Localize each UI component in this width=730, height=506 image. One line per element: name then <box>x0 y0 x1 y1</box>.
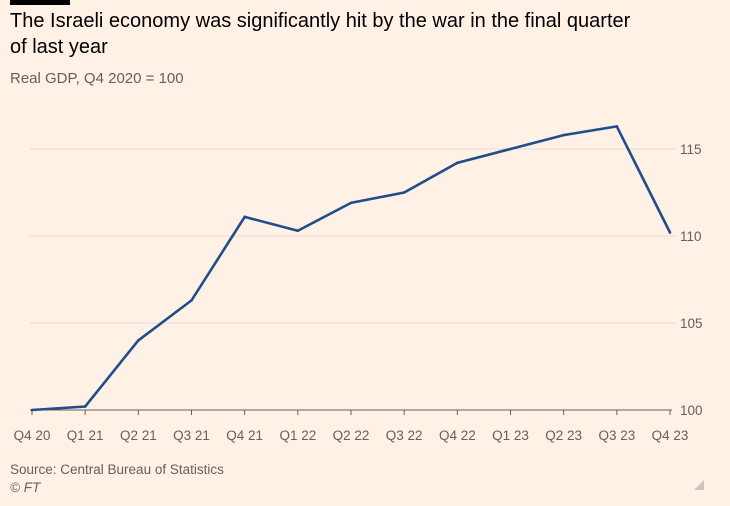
data-point-q3-22 <box>402 191 406 194</box>
x-tick-label-4: Q4 21 <box>226 428 263 443</box>
x-tick-label-1: Q1 21 <box>67 428 104 443</box>
top-rule <box>10 0 70 5</box>
data-point-q4-21 <box>243 215 246 219</box>
chart-title: The Israeli economy was significantly hi… <box>10 10 631 58</box>
x-tick-label-2: Q2 21 <box>120 428 157 443</box>
data-point-q3-23 <box>615 125 619 128</box>
data-point-q4-20 <box>30 408 34 412</box>
x-tick-label-7: Q3 22 <box>386 428 423 443</box>
chart-subtitle: Real GDP, Q4 2020 = 100 <box>10 70 184 87</box>
data-point-q2-22 <box>349 201 353 205</box>
data-point-q3-21 <box>190 299 193 302</box>
x-tick-label-5: Q1 22 <box>279 428 316 443</box>
source-note: Source: Central Bureau of Statistics <box>10 462 224 477</box>
x-tick-label-9: Q1 23 <box>492 428 529 443</box>
data-point-q4-22 <box>456 161 459 165</box>
x-tick-label-12: Q4 23 <box>652 428 689 443</box>
x-tick-label-0: Q4 20 <box>14 428 51 443</box>
x-tick-label-3: Q3 21 <box>173 428 210 443</box>
ft-credit: © FT <box>10 480 41 495</box>
x-tick-label-10: Q2 23 <box>545 428 582 443</box>
x-tick-label-11: Q3 23 <box>598 428 635 443</box>
x-tick-label-8: Q4 22 <box>439 428 476 443</box>
data-point-q2-21 <box>137 339 140 342</box>
data-point-q2-23 <box>562 133 565 137</box>
data-point-q1-22 <box>296 229 300 233</box>
data-point-q1-23 <box>509 147 512 151</box>
data-point-q1-21 <box>83 405 87 408</box>
data-point-q4-23 <box>668 231 672 234</box>
y-tick-label-105: 105 <box>680 316 703 331</box>
y-tick-label-115: 115 <box>680 142 702 157</box>
resize-handle-icon[interactable] <box>694 480 704 490</box>
y-tick-label-110: 110 <box>680 229 702 244</box>
y-tick-label-100: 100 <box>680 403 703 418</box>
series-line-0 <box>31 124 672 412</box>
x-tick-label-6: Q2 22 <box>333 428 370 443</box>
